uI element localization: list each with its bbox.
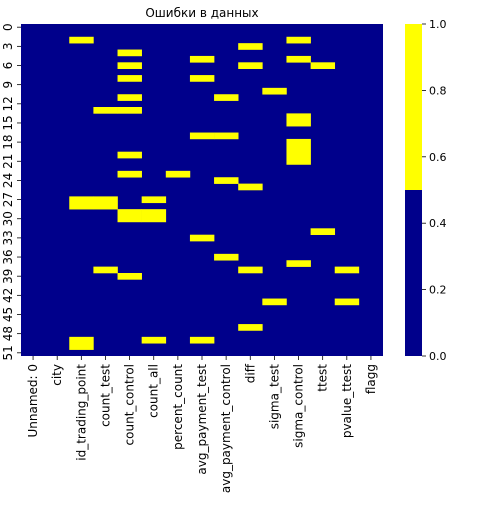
x-tick-label: city: [50, 364, 64, 386]
x-tick-label: avg_payment_control: [219, 364, 233, 493]
colorbar-segment-error: [405, 24, 422, 190]
x-tick-label: pvalue_ttest: [340, 364, 354, 438]
colorbar-tick-label: 0.4: [429, 217, 447, 230]
chart-title: Ошибки в данных: [145, 6, 258, 20]
y-tick-label: 15: [1, 115, 15, 130]
error-cell: [238, 43, 263, 50]
y-tick-label: 39: [1, 269, 15, 284]
error-cell: [141, 336, 167, 344]
error-cell: [334, 298, 360, 306]
error-cell: [262, 298, 287, 306]
error-cell: [117, 170, 142, 178]
error-cell: [117, 107, 142, 114]
x-tick-label: avg_payment_test: [195, 364, 209, 475]
y-tick-label: 12: [1, 96, 15, 111]
y-tick-label: 42: [1, 288, 15, 303]
error-cell: [286, 55, 311, 63]
error-cell: [310, 228, 336, 235]
error-cell: [69, 196, 94, 210]
x-tick-label: count_all: [147, 364, 161, 418]
colorbar-tick-label: 0.0: [429, 350, 447, 363]
error-cell: [286, 260, 311, 267]
y-tick-label: 9: [1, 81, 15, 89]
error-cell: [189, 75, 215, 82]
heatmap-grid: [21, 24, 383, 356]
error-cell: [214, 253, 239, 261]
colorbar-tick-label: 0.6: [429, 151, 447, 164]
y-tick-label: 21: [1, 154, 15, 169]
error-cell: [93, 107, 118, 114]
x-tick-label: diff: [243, 363, 257, 383]
error-cell: [165, 170, 191, 178]
y-tick-label: 36: [1, 249, 15, 264]
y-tick-label: 18: [1, 134, 15, 149]
y-tick-label: 6: [1, 62, 15, 70]
error-cell: [189, 132, 215, 140]
error-cell: [141, 196, 167, 204]
error-cell: [93, 266, 118, 274]
x-tick-label: flagg: [364, 364, 378, 394]
error-cell: [117, 273, 142, 280]
error-cell: [238, 183, 263, 191]
x-tick-label: count_control: [123, 364, 137, 445]
error-cell: [93, 196, 118, 210]
colorbar-tick-label: 0.8: [429, 84, 447, 97]
x-tick-label: count_test: [98, 364, 112, 427]
error-cell: [117, 49, 142, 57]
y-tick-label: 51: [1, 345, 15, 360]
error-cell: [214, 94, 239, 101]
error-cell: [117, 209, 142, 223]
colorbar-tick-label: 0.2: [429, 284, 447, 297]
y-tick-label: 45: [1, 307, 15, 322]
x-tick-label: sigma_control: [292, 364, 306, 448]
x-tick-label: ttest: [316, 364, 330, 392]
y-tick-label: 24: [1, 173, 15, 188]
error-cell: [238, 62, 263, 69]
error-cell: [69, 336, 94, 350]
error-cell: [117, 62, 142, 69]
heatmap-background: [21, 24, 383, 356]
x-tick-label: percent_count: [171, 364, 185, 450]
error-cell: [238, 324, 263, 331]
y-tick-label: 27: [1, 192, 15, 207]
y-tick-label: 0: [1, 23, 15, 31]
y-tick-label: 30: [1, 211, 15, 226]
error-cell: [214, 177, 239, 184]
y-tick-label: 3: [1, 43, 15, 51]
colorbar-segment-ok: [405, 190, 422, 356]
error-cell: [286, 36, 311, 44]
error-cell: [117, 151, 142, 159]
error-cell: [117, 94, 142, 101]
error-cell: [189, 336, 215, 344]
error-cell: [189, 234, 215, 242]
error-cell: [117, 75, 142, 82]
error-cell: [214, 132, 239, 140]
error-cell: [189, 55, 215, 63]
y-tick-label: 48: [1, 326, 15, 341]
error-cell: [238, 266, 263, 274]
error-cell: [310, 62, 336, 69]
y-tick-label: 33: [1, 230, 15, 245]
x-tick-label: Unnamed: 0: [26, 364, 40, 438]
error-cell: [286, 138, 311, 165]
x-tick-label: id_trading_point: [74, 364, 88, 461]
error-cell: [141, 209, 167, 223]
colorbar-tick-label: 1.0: [429, 18, 447, 31]
error-cell: [262, 87, 287, 95]
error-cell: [69, 36, 94, 44]
error-cell: [286, 113, 311, 127]
x-tick-label: sigma_test: [267, 364, 281, 430]
x-axis-ticks: Unnamed: 0 city id_trading_point count_test…: [26, 356, 378, 493]
colorbar: 0.0 0.2 0.4 0.6 0.8 1.0: [405, 18, 447, 363]
error-cell: [334, 266, 360, 274]
